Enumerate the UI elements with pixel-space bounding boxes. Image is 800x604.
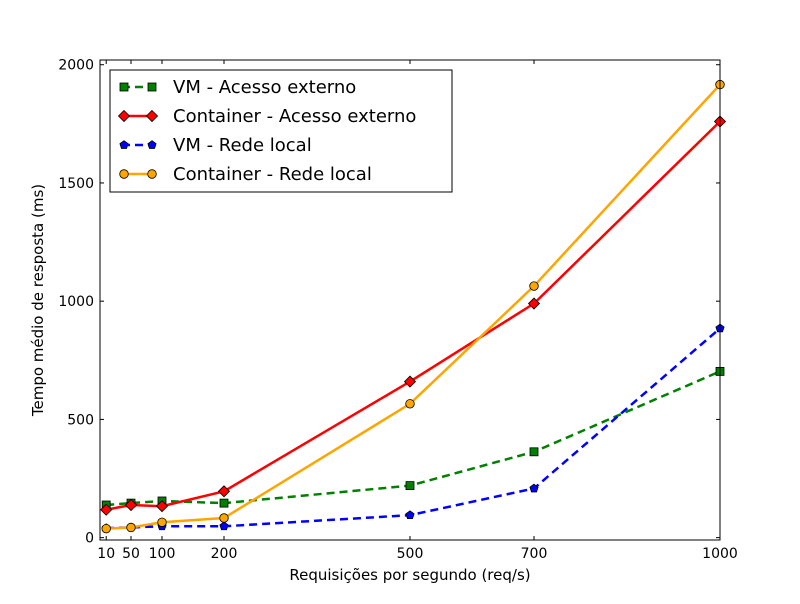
data-point-s3-5 (405, 510, 415, 520)
x-tick-label-3: 100 (149, 546, 176, 562)
x-tick-label-4: 200 (211, 546, 238, 562)
data-point-s2-3 (155, 500, 169, 513)
legend-marker-2b (145, 109, 159, 123)
legend-marker-4a (119, 169, 129, 179)
series-group (100, 79, 727, 534)
legend-label-1: VM - Acesso externo (173, 77, 356, 98)
y-tick-label-2: 500 (67, 412, 94, 428)
axes-group: 10 50 100 200 500 700 1000 0 500 1000 1500 2000 (58, 58, 737, 562)
data-point-s4-5 (405, 399, 415, 409)
data-point-s2-5 (403, 375, 417, 388)
data-point-s4-1 (101, 523, 111, 534)
legend-marker-3a (119, 140, 129, 149)
x-tick-label-6: 700 (521, 546, 548, 562)
data-point-s1-5 (405, 481, 415, 491)
x-tick-label-2: 50 (122, 546, 140, 562)
x-tick-label-7: 1000 (702, 546, 738, 562)
data-point-s2-1 (100, 503, 113, 516)
data-point-s1-6 (529, 447, 539, 457)
legend-marker-4b (147, 169, 157, 179)
data-point-s1-4 (219, 498, 229, 508)
y-tick-label-1: 0 (85, 531, 94, 547)
data-point-s4-6 (529, 281, 539, 291)
data-point-s2-4 (217, 485, 231, 498)
data-point-s4-3 (157, 517, 167, 527)
legend-box (109, 69, 453, 193)
legend-label-3: VM - Rede local (173, 135, 312, 156)
data-point-s3-4 (219, 521, 229, 531)
legend-marker-3b (147, 140, 157, 149)
data-point-s2-6 (527, 297, 541, 310)
y-tick-label-3: 1000 (58, 294, 94, 310)
legend-label-2: Container - Acesso externo (173, 106, 416, 127)
legend-marker-1a (119, 82, 129, 92)
legend-label-4: Container - Rede local (173, 164, 372, 185)
y-axis-label: Tempo médio de resposta (ms) (29, 184, 47, 417)
data-point-s4-4 (219, 513, 229, 523)
x-tick-label-5: 500 (397, 546, 424, 562)
data-point-s4-2 (126, 522, 136, 533)
y-tick-label-4: 1500 (58, 176, 94, 192)
legend-marker-1b (147, 82, 157, 92)
data-point-s3-6 (529, 483, 539, 493)
legend-marker-2a (117, 109, 131, 123)
x-axis-label: Requisições por segundo (req/s) (289, 566, 530, 584)
legend: VM - Acesso externo Container - Acesso ex… (109, 69, 453, 193)
y-tick-label-5: 2000 (58, 58, 94, 74)
data-point-s2-2 (124, 498, 138, 512)
x-tick-label-1: 10 (97, 546, 115, 562)
